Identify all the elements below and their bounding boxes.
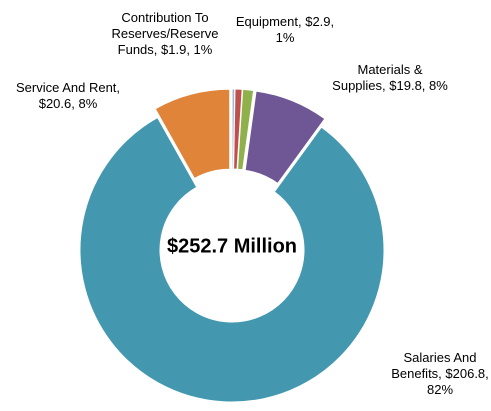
data-label: Contribution To Reserves/Reserve Funds, … (111, 10, 219, 57)
slice (237, 88, 255, 171)
slice (79, 116, 385, 403)
slice (233, 88, 243, 170)
data-label: Service And Rent, $20.6, 8% (15, 80, 121, 111)
slice (154, 88, 231, 180)
slice (244, 90, 326, 185)
center-label: $252.7 Million (167, 235, 297, 257)
data-label: Salaries And Benefits, $206.8, 82% (391, 350, 489, 397)
data-label: Materials & Supplies, $19.8, 8% (332, 62, 448, 93)
data-label: Equipment, $2.9, 1% (235, 14, 335, 45)
